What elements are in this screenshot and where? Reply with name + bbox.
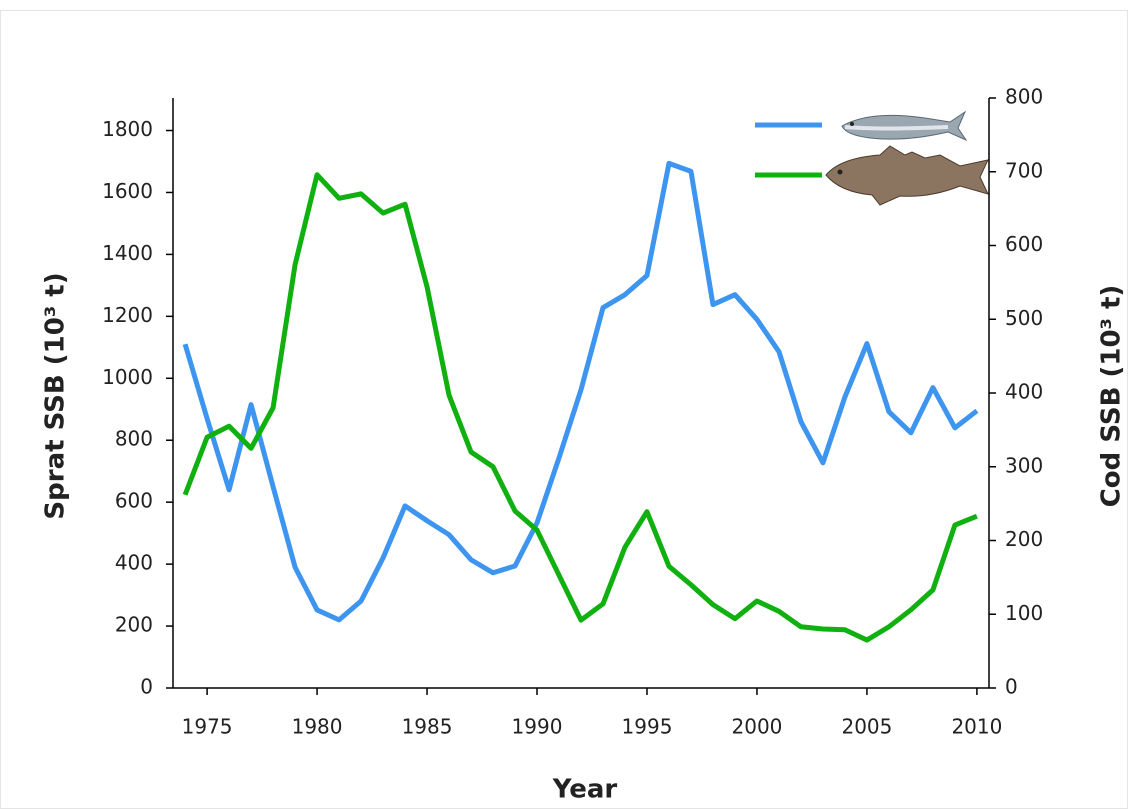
y-axis-label: Sprat SSB (10³ t) [41,272,71,519]
x-axis-label: Year [552,775,618,805]
y2-tick-label: 100 [1005,601,1043,625]
y2-tick-label: 500 [1005,306,1043,330]
y-tick-label: 0 [140,675,153,699]
x-tick-label: 2005 [841,715,892,739]
series-line [182,160,979,623]
y2-tick-label: 200 [1005,527,1043,551]
x-tick-label: 1975 [182,715,233,739]
x-tick-label: 2010 [951,715,1002,739]
x-tick-label: 1990 [512,715,563,739]
y2-tick-label: 400 [1005,380,1043,404]
y2-axis-label: Cod SSB (10³ t) [1097,285,1127,508]
frame [0,10,1128,809]
x-tick-label: 1980 [292,715,343,739]
y-tick-label: 1200 [102,303,153,327]
y-tick-label: 1000 [102,365,153,389]
cod-icon [825,145,989,206]
x-tick-label: 1985 [402,715,453,739]
y2-tick-label: 700 [1005,158,1043,182]
herring-icon [841,110,968,142]
y-tick-label: 1600 [102,179,153,203]
y-tick-label: 200 [115,613,153,637]
y-tick-label: 1800 [102,117,153,141]
y-tick-label: 800 [115,427,153,451]
y2-tick-label: 600 [1005,232,1043,256]
y-tick-label: 600 [115,489,153,513]
series-line [182,172,978,643]
y2-tick-label: 0 [1005,675,1018,699]
y-tick-label: 400 [115,551,153,575]
x-tick-label: 2000 [732,715,783,739]
y-tick-label: 1400 [102,241,153,265]
y2-tick-label: 300 [1005,453,1043,477]
y2-tick-label: 800 [1005,85,1043,109]
x-tick-label: 1995 [622,715,673,739]
